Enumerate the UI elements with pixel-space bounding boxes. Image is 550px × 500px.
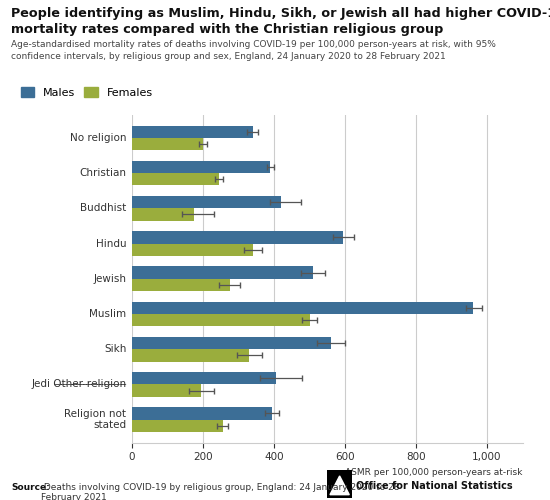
Bar [132,231,343,243]
Text: Age-standardised mortality rates of deaths involving COVID-19 per 100,000 person: Age-standardised mortality rates of deat… [11,40,496,61]
Bar [132,302,473,314]
Text: mortality rates compared with the Christian religious group: mortality rates compared with the Christ… [11,22,443,36]
Bar [132,279,230,291]
Bar [132,161,271,173]
Bar [132,314,310,326]
Bar [132,266,313,279]
Polygon shape [330,476,349,494]
Text: Deaths involving COVID-19 by religious group, England: 24 January 2020 to 28
Feb: Deaths involving COVID-19 by religious g… [41,482,400,500]
X-axis label: ASMR per 100,000 person-years at-risk: ASMR per 100,000 person-years at-risk [345,468,522,477]
Bar [132,337,331,349]
Text: Office for National Statistics: Office for National Statistics [356,481,513,491]
Bar [132,173,219,186]
Bar [132,349,249,362]
Text: Source:: Source: [11,482,49,492]
Bar [132,420,223,432]
Bar [132,372,276,384]
Bar [132,126,252,138]
Text: People identifying as Muslim, Hindu, Sikh, or Jewish all had higher COVID-19: People identifying as Muslim, Hindu, Sik… [11,8,550,20]
Legend: Males, Females: Males, Females [16,83,157,102]
Bar [132,384,201,396]
Bar [132,138,203,150]
Text: Jedi O̶t̶h̶e̶r̶-̶r̶e̶l̶i̶g̶i̶o̶n̶: Jedi O̶t̶h̶e̶r̶-̶r̶e̶l̶i̶g̶i̶o̶n̶ [31,380,126,390]
Bar [132,244,252,256]
Polygon shape [328,471,351,496]
Bar [132,196,281,208]
Bar [132,208,194,220]
Bar [132,408,272,420]
